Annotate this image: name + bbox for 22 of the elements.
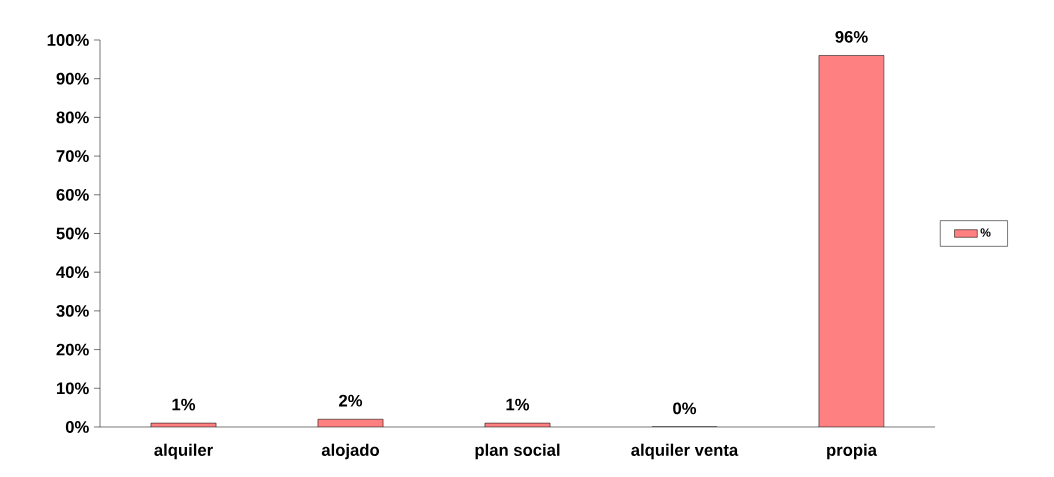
x-tick-label: alquiler xyxy=(154,443,213,460)
y-tick-label: 10% xyxy=(56,382,89,395)
data-label: 2% xyxy=(339,394,363,407)
data-label: 0% xyxy=(673,402,697,415)
y-tick-label: 50% xyxy=(56,227,89,240)
legend-label: % xyxy=(980,228,991,237)
x-tick-label: propia xyxy=(827,443,878,460)
y-tick-label: 80% xyxy=(56,111,89,124)
y-tick-label: 0% xyxy=(65,421,89,433)
y-tick-label: 20% xyxy=(56,343,89,356)
y-tick-label: 30% xyxy=(56,304,89,317)
y-tick-label: 100% xyxy=(47,34,89,46)
y-tick-label: 70% xyxy=(56,150,89,162)
data-label: 1% xyxy=(506,398,530,411)
y-tick-label: 90% xyxy=(56,72,89,85)
x-tick-label: alojado xyxy=(321,443,380,460)
x-tick-label: plan social xyxy=(475,443,560,460)
y-tick-label: 60% xyxy=(56,188,89,201)
data-label: 96% xyxy=(835,30,868,43)
x-tick-label: alquiler venta xyxy=(631,443,739,460)
data-label: 1% xyxy=(172,398,196,411)
y-tick-label: 40% xyxy=(56,266,89,279)
